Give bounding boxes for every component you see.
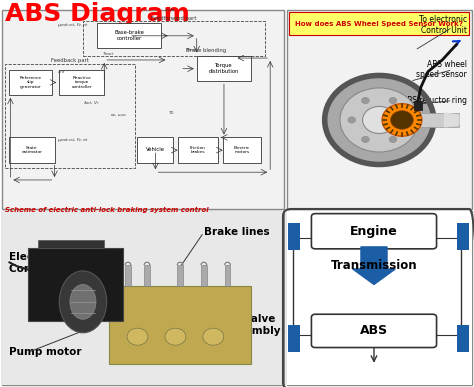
Text: Solenoid/valve
block assembly: Solenoid/valve block assembly bbox=[190, 314, 280, 336]
Bar bbox=[201, 265, 207, 286]
Bar bbox=[125, 265, 131, 286]
FancyBboxPatch shape bbox=[311, 314, 437, 348]
Bar bbox=[9, 70, 52, 95]
Circle shape bbox=[362, 136, 369, 142]
Text: $T_{react}$: $T_{react}$ bbox=[102, 50, 115, 58]
Text: Electric
motors: Electric motors bbox=[234, 146, 250, 154]
Text: Engine: Engine bbox=[350, 225, 398, 238]
Text: ABS Diagram: ABS Diagram bbox=[5, 2, 190, 26]
Text: Reactive
torque
controller: Reactive torque controller bbox=[72, 75, 92, 89]
Bar bbox=[38, 240, 104, 248]
Text: $T_{dem}$: $T_{dem}$ bbox=[185, 47, 196, 55]
Text: Vehicle: Vehicle bbox=[146, 147, 165, 152]
Bar bbox=[177, 265, 183, 286]
Text: Feedforward part: Feedforward part bbox=[152, 15, 197, 21]
FancyBboxPatch shape bbox=[311, 214, 437, 249]
Bar bbox=[407, 113, 459, 127]
Bar bbox=[287, 10, 472, 209]
FancyArrow shape bbox=[353, 247, 395, 284]
Bar bbox=[287, 211, 472, 385]
Bar bbox=[59, 70, 104, 95]
Text: Brake lines: Brake lines bbox=[204, 227, 269, 237]
Text: $\alpha_x$, $\omega_{us}$: $\alpha_x$, $\omega_{us}$ bbox=[110, 112, 127, 119]
Text: $\mu_{peak,est}$, $F_{z,est}$: $\mu_{peak,est}$, $F_{z,est}$ bbox=[57, 21, 89, 30]
Text: Electronic
Control Unit: Electronic Control Unit bbox=[9, 252, 81, 274]
Text: $I_{pedal}$: $I_{pedal}$ bbox=[164, 6, 175, 15]
Circle shape bbox=[348, 117, 356, 123]
Bar bbox=[288, 223, 300, 250]
Ellipse shape bbox=[70, 284, 96, 319]
Circle shape bbox=[382, 104, 422, 136]
Circle shape bbox=[391, 111, 413, 129]
Bar bbox=[197, 56, 251, 81]
Text: ABS reluctor ring: ABS reluctor ring bbox=[402, 96, 467, 105]
Text: $\mu_{peak,est}$, $F_{z,est}$: $\mu_{peak,est}$, $F_{z,est}$ bbox=[57, 136, 89, 145]
Bar bbox=[2, 10, 284, 209]
Text: Torque
distribution: Torque distribution bbox=[209, 63, 239, 74]
Circle shape bbox=[203, 328, 224, 345]
Bar bbox=[2, 211, 284, 385]
Bar bbox=[287, 211, 472, 385]
Circle shape bbox=[362, 98, 369, 104]
Bar bbox=[288, 325, 300, 352]
Text: $T_D$: $T_D$ bbox=[168, 109, 175, 117]
Circle shape bbox=[325, 75, 434, 164]
Ellipse shape bbox=[59, 271, 107, 333]
Bar bbox=[137, 137, 173, 163]
Bar bbox=[225, 265, 230, 286]
Circle shape bbox=[340, 88, 419, 152]
Text: Feedback part: Feedback part bbox=[51, 58, 89, 63]
Bar bbox=[457, 223, 469, 250]
Bar bbox=[457, 325, 469, 352]
Text: ABS: ABS bbox=[360, 324, 388, 337]
Polygon shape bbox=[445, 113, 459, 127]
Bar bbox=[83, 21, 265, 56]
Circle shape bbox=[165, 328, 186, 345]
Circle shape bbox=[363, 106, 396, 134]
Circle shape bbox=[127, 328, 148, 345]
Bar bbox=[144, 265, 150, 286]
Bar bbox=[28, 248, 123, 321]
Bar bbox=[289, 12, 469, 35]
Text: $\lambda_{ref}$: $\lambda_{ref}$ bbox=[57, 68, 66, 76]
Bar bbox=[414, 101, 422, 110]
Text: Reference
slip
generator: Reference slip generator bbox=[20, 75, 42, 89]
Text: Pump motor: Pump motor bbox=[9, 347, 82, 357]
Bar bbox=[2, 211, 284, 385]
Text: State
estimator: State estimator bbox=[21, 146, 43, 154]
Text: ABS wheel
speed sensor: ABS wheel speed sensor bbox=[416, 60, 467, 79]
Text: Base-brake
controller: Base-brake controller bbox=[114, 31, 144, 41]
Text: Transmission: Transmission bbox=[331, 259, 417, 272]
Bar bbox=[5, 64, 135, 168]
Text: To electronic
Control Unit: To electronic Control Unit bbox=[419, 15, 467, 35]
Bar bbox=[9, 137, 55, 163]
Bar bbox=[178, 137, 218, 163]
Bar bbox=[223, 137, 261, 163]
Bar bbox=[97, 23, 161, 48]
Text: Scheme of electric anti-lock braking system control: Scheme of electric anti-lock braking sys… bbox=[5, 207, 209, 213]
Text: Brake blending: Brake blending bbox=[186, 48, 226, 53]
Text: $\lambda_{act}$, $V_r$: $\lambda_{act}$, $V_r$ bbox=[83, 99, 100, 107]
Bar bbox=[109, 286, 251, 364]
Circle shape bbox=[389, 136, 397, 142]
Text: How does ABS Wheel Speed Sensor Work?: How does ABS Wheel Speed Sensor Work? bbox=[295, 21, 463, 27]
Text: Friction
brakes: Friction brakes bbox=[190, 146, 206, 154]
Circle shape bbox=[389, 98, 397, 104]
Circle shape bbox=[403, 117, 410, 123]
